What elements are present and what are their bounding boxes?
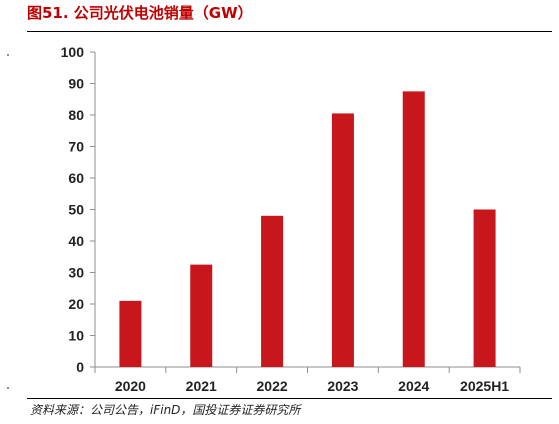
x-tick-label: 2024 <box>398 378 429 394</box>
bar-2023 <box>331 113 354 367</box>
y-tick-label: 30 <box>68 265 84 281</box>
edge-marker <box>7 54 9 56</box>
x-tick-label: 2025H1 <box>460 378 509 394</box>
x-tick-label: 2022 <box>257 378 288 394</box>
y-tick-label: 50 <box>68 202 84 218</box>
y-tick-label: 60 <box>68 170 84 186</box>
x-tick-label: 2023 <box>327 378 358 394</box>
y-tick-label: 100 <box>61 44 85 60</box>
bars <box>119 91 496 367</box>
edge-marker <box>7 387 9 389</box>
bottom-rule <box>27 398 552 399</box>
y-tick-label: 80 <box>68 107 84 123</box>
y-axis: 0 10 20 30 40 50 60 70 80 90 100 <box>61 44 96 375</box>
bar-2025H1 <box>473 209 496 367</box>
bar-2024 <box>402 91 425 367</box>
y-tick-label: 90 <box>68 76 84 92</box>
page-title: 图51. 公司光伏电池销量（GW） <box>27 4 253 22</box>
x-tick-label: 2020 <box>115 378 146 394</box>
bar-2022 <box>261 215 284 367</box>
source-note: 资料来源：公司公告，iFinD，国投证券证券研究所 <box>30 403 301 417</box>
y-tick-label: 20 <box>68 296 84 312</box>
y-tick-label: 40 <box>68 233 84 249</box>
y-tick-label: 70 <box>68 139 84 155</box>
bar-2021 <box>190 264 213 367</box>
bar-2020 <box>119 300 142 367</box>
x-axis: 2020 2021 2022 2023 2024 2025H1 <box>94 366 521 394</box>
y-tick-label: 10 <box>68 328 84 344</box>
x-tick-label: 2021 <box>186 378 217 394</box>
y-tick-label: 0 <box>76 359 84 375</box>
top-rule <box>27 31 552 32</box>
